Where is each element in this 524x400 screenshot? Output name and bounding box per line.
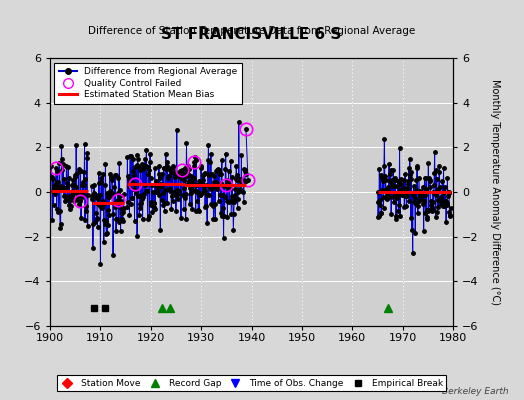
Text: Berkeley Earth: Berkeley Earth — [442, 387, 508, 396]
Legend: Difference from Regional Average, Quality Control Failed, Estimated Station Mean: Difference from Regional Average, Qualit… — [54, 62, 242, 104]
Legend: Station Move, Record Gap, Time of Obs. Change, Empirical Break: Station Move, Record Gap, Time of Obs. C… — [57, 375, 446, 392]
Y-axis label: Monthly Temperature Anomaly Difference (°C): Monthly Temperature Anomaly Difference (… — [490, 79, 500, 305]
Text: Difference of Station Temperature Data from Regional Average: Difference of Station Temperature Data f… — [88, 26, 415, 36]
Title: ST FRANCISVILLE 6 S: ST FRANCISVILLE 6 S — [161, 26, 342, 42]
